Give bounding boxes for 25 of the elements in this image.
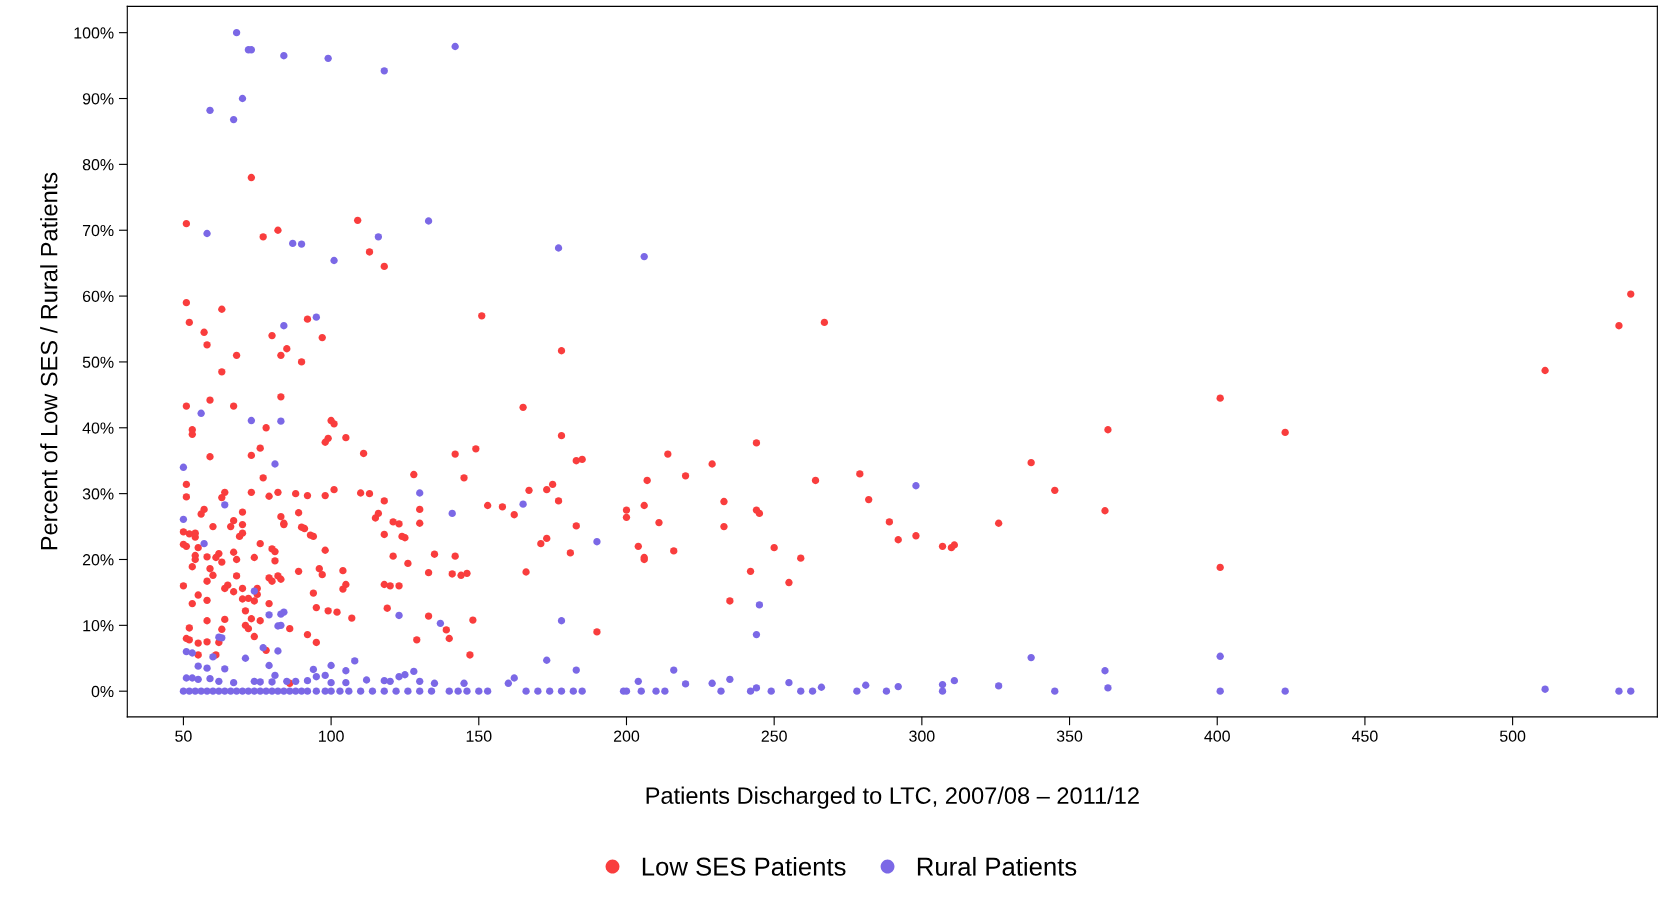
y-tick-label: 40% [82, 422, 114, 434]
y-tick-label: 50% [82, 356, 114, 368]
x-tick-label: 500 [1499, 730, 1526, 742]
legend-label: Rural Patients [917, 856, 1077, 876]
y-tick-label: 70% [82, 224, 114, 237]
y-tick-label: 80% [82, 159, 114, 171]
y-tick-label: 30% [82, 488, 114, 500]
x-tick-label: 350 [1056, 730, 1083, 742]
x-tick-label: 450 [1351, 730, 1378, 742]
x-tick-label: 150 [466, 730, 492, 742]
x-tick-label: 300 [909, 730, 935, 742]
legend-label: Low SES Patients [642, 856, 846, 876]
x-tick-label: 100 [319, 730, 344, 742]
x-tick-label: 50 [175, 730, 192, 742]
y-axis-title: Percent of Low SES / Rural Patients [40, 172, 58, 550]
x-tick-label: 250 [761, 730, 787, 742]
y-tick-label: 10% [83, 619, 114, 632]
y-tick-label: 90% [82, 93, 114, 105]
x-tick-label: 200 [613, 730, 640, 742]
x-axis-title: Patients Discharged to LTC, 2007/08 – 2011/12 [646, 786, 1139, 809]
y-tick-label: 60% [82, 290, 114, 303]
x-tick-label: 400 [1204, 730, 1230, 742]
y-tick-label: 0% [91, 685, 114, 698]
y-tick-label: 20% [82, 554, 114, 566]
y-tick-label: 100% [74, 27, 114, 39]
